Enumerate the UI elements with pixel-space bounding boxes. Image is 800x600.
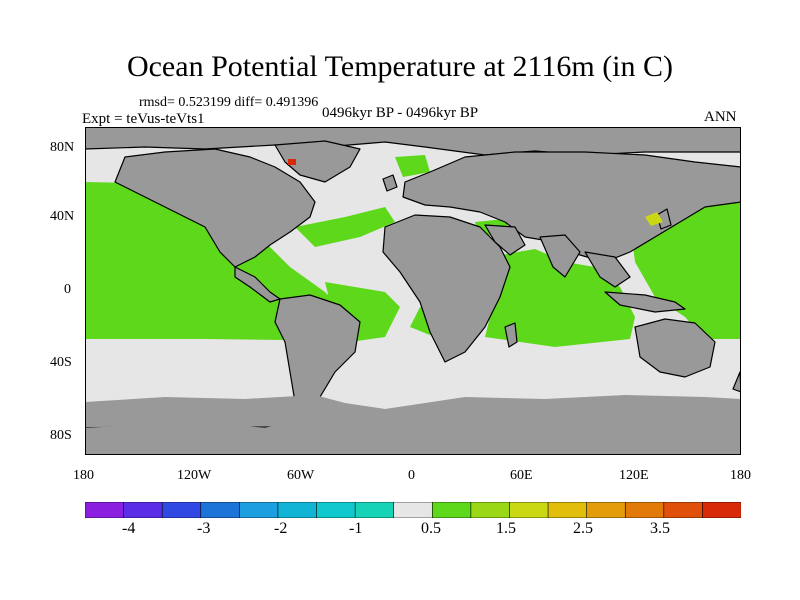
lon-label-0: 0 <box>408 468 415 483</box>
colorbar-label: 1.5 <box>496 520 516 537</box>
colorbar-swatch <box>431 502 472 518</box>
hotspot-yellow <box>645 212 663 226</box>
india <box>539 234 581 278</box>
europe-asia <box>402 151 741 263</box>
colorbar-label: -1 <box>349 520 363 537</box>
arctic-cap <box>85 127 741 156</box>
colorbar-swatch <box>277 502 318 518</box>
lat-label-0: 0 <box>64 282 71 297</box>
colorbar-swatch <box>316 502 356 518</box>
lon-label-180w: 180 <box>73 468 94 483</box>
colorbar-swatch <box>123 502 163 518</box>
lon-label-120e: 120E <box>619 468 649 483</box>
greenland <box>274 140 361 183</box>
map-title: Ocean Potential Temperature at 2116m (in… <box>126 50 674 83</box>
indonesia <box>604 291 686 313</box>
colorbar <box>85 502 741 518</box>
lat-label-40s: 40S <box>50 355 72 370</box>
colorbar-swatch <box>470 502 510 518</box>
north-atlantic-warm-region <box>295 207 395 247</box>
colorbar-swatch <box>702 502 741 518</box>
australia <box>634 318 716 378</box>
arabia <box>484 224 526 256</box>
lat-label-80n: 80N <box>50 140 75 155</box>
lon-label-120w: 120W <box>177 468 212 483</box>
colorbar-swatch <box>624 502 665 518</box>
map-frame <box>85 127 741 455</box>
lon-label-180e: 180 <box>730 468 751 483</box>
colorbar-swatch <box>239 502 279 518</box>
colorbar-swatch <box>85 502 125 518</box>
period-label: 0496kyr BP - 0496kyr BP <box>322 105 479 121</box>
colorbar-swatch <box>509 502 549 518</box>
colorbar-label: -2 <box>274 520 288 537</box>
central-america <box>234 266 281 303</box>
madagascar <box>504 322 518 348</box>
southern-ocean-shelf <box>85 395 741 427</box>
colorbar-label: -3 <box>197 520 211 537</box>
colorbar-swatch <box>161 502 202 518</box>
colorbar-label: 3.5 <box>650 520 670 537</box>
colorbar-swatch <box>547 502 588 518</box>
southeast-asia <box>584 251 631 288</box>
season-label: ANN <box>704 109 737 125</box>
lon-label-60w: 60W <box>287 468 315 483</box>
colorbar-swatch <box>200 502 240 518</box>
north-america <box>114 148 316 268</box>
japan <box>656 208 672 230</box>
experiment-label: Expt = teVus-teVts1 <box>82 111 205 127</box>
colorbar-swatch <box>663 502 703 518</box>
hotspot-red <box>288 159 296 165</box>
colorbar-label: -4 <box>122 520 136 537</box>
colorbar-label: 0.5 <box>421 520 441 537</box>
world-map <box>85 127 741 455</box>
africa <box>382 214 511 363</box>
colorbar-swatch <box>393 502 433 518</box>
barents-warm-region <box>395 155 430 177</box>
lon-label-60e: 60E <box>510 468 533 483</box>
lat-label-40n: 40N <box>50 209 75 224</box>
lat-label-80s: 80S <box>50 428 72 443</box>
colorbar-label: 2.5 <box>573 520 593 537</box>
land-masses <box>85 127 741 455</box>
british-isles <box>382 174 398 192</box>
stats-text: rmsd= 0.523199 diff= 0.491396 <box>139 95 319 110</box>
colorbar-swatch <box>586 502 626 518</box>
colorbar-swatch <box>354 502 395 518</box>
